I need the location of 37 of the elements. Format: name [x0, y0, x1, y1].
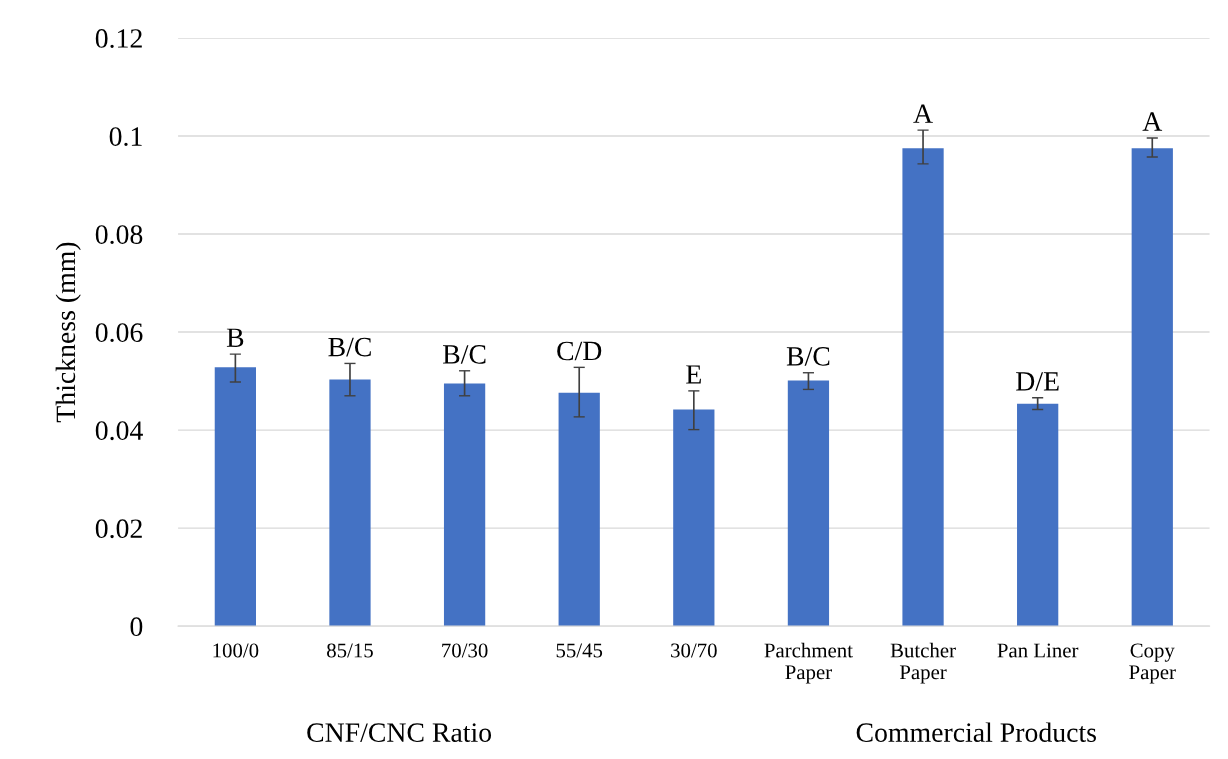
bar — [214, 367, 256, 627]
y-tick-label: 0.1 — [109, 127, 142, 147]
bar — [1017, 403, 1059, 627]
annotation: A — [913, 104, 933, 123]
annotation: B/C — [443, 345, 486, 364]
annotation: A — [1142, 112, 1163, 131]
x-tick-label: 30/70 — [671, 643, 717, 658]
x-tick-label: Pan Liner — [997, 643, 1079, 658]
annotation: B/C — [328, 337, 371, 357]
x-tick-label: Parchment Paper — [764, 642, 853, 684]
bar — [902, 148, 944, 627]
x-tick-label: Copy Paper — [1129, 643, 1176, 684]
bar — [558, 392, 600, 627]
annotation: B/C — [786, 347, 830, 366]
x-tick-label: 70/30 — [442, 643, 488, 658]
y-tick-label: 0.04 — [95, 421, 143, 441]
bar — [787, 380, 830, 627]
y-tick-label: 0.12 — [95, 29, 142, 48]
bar — [1131, 148, 1173, 627]
annotation: B — [226, 328, 244, 347]
y-tick-label: 0.02 — [95, 519, 142, 539]
annotation: E — [686, 365, 701, 384]
x-tick-label: 55/45 — [556, 643, 603, 658]
y-tick-label: 0 — [130, 617, 143, 637]
x-tick-label: Butcher Paper — [890, 642, 956, 684]
y-tick-label: 0.06 — [95, 323, 143, 343]
y-axis-title: Thickness (mm) — [55, 242, 81, 423]
text: Commercial Products — [856, 722, 1096, 742]
annotation: C/D — [557, 341, 602, 361]
annotation: D/E — [1016, 372, 1059, 391]
x-tick-label: 100/0 — [213, 643, 259, 658]
bar — [329, 379, 371, 627]
bar — [673, 409, 715, 627]
bar — [443, 383, 486, 627]
text: CNF/CNC Ratio — [307, 723, 492, 742]
y-tick-label: 0.08 — [95, 225, 143, 245]
x-tick-label: 85/15 — [327, 643, 373, 658]
